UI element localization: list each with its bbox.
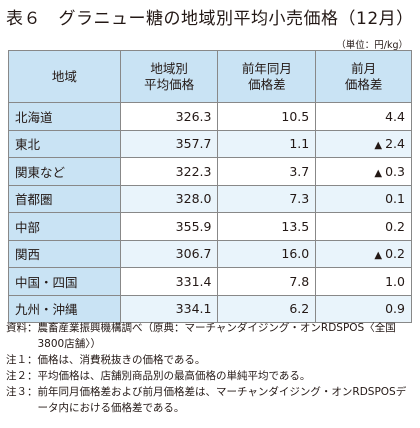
header-region-label: 地域 bbox=[51, 68, 77, 84]
header-mom-diff: 前月 価格差 bbox=[315, 50, 412, 103]
region-cell: 北海道 bbox=[8, 102, 121, 131]
mom-diff-cell: ▲ 0.2 bbox=[315, 239, 412, 268]
average-price-cell: 326.3 bbox=[119, 102, 219, 131]
note-2-text: 平均価格は、店舗別商品別の最高価格の単純平均である。 bbox=[37, 370, 311, 382]
table-row: 中部 355.9 13.5 0.2 bbox=[8, 212, 412, 241]
header-region: 地域 bbox=[8, 50, 121, 103]
yoy-diff-cell: 10.5 bbox=[217, 102, 317, 131]
negative-triangle-icon: ▲ bbox=[374, 250, 383, 262]
mom-diff-cell: 0.9 bbox=[315, 294, 412, 323]
note-2: 注２： 平均価格は、店舗別商品別の最高価格の単純平均である。 bbox=[6, 368, 416, 384]
mom-diff-cell: 1.0 bbox=[315, 267, 412, 296]
average-price-cell: 334.1 bbox=[119, 294, 219, 323]
mom-diff-value: 0.2 bbox=[385, 218, 405, 234]
table-row: 北海道 326.3 10.5 4.4 bbox=[8, 102, 412, 131]
region-cell: 関西 bbox=[8, 239, 121, 268]
mom-diff-cell: 0.2 bbox=[315, 212, 412, 241]
mom-diff-value: 0.1 bbox=[385, 191, 405, 207]
negative-triangle-icon: ▲ bbox=[374, 167, 383, 179]
average-price-cell: 355.9 bbox=[119, 212, 219, 241]
notes-section: 資料： 農畜産業振興機構調べ（原典：マーチャンダイジング・オンRDSPOS〈全国… bbox=[6, 320, 416, 416]
header-average-line2: 平均価格 bbox=[144, 76, 195, 92]
mom-diff-cell: ▲ 2.4 bbox=[315, 129, 412, 158]
region-cell: 中国・四国 bbox=[8, 267, 121, 296]
source-label: 資料： bbox=[6, 322, 38, 334]
mom-diff-value: 0.3 bbox=[385, 163, 405, 179]
source-note: 資料： 農畜産業振興機構調べ（原典：マーチャンダイジング・オンRDSPOS〈全国… bbox=[6, 320, 416, 352]
yoy-diff-cell: 7.8 bbox=[217, 267, 317, 296]
mom-diff-value: 0.9 bbox=[385, 301, 405, 317]
note-2-label: 注２： bbox=[6, 370, 38, 382]
header-mom-line1: 前月 bbox=[351, 60, 377, 76]
table-row: 九州・沖縄 334.1 6.2 0.9 bbox=[8, 294, 412, 323]
average-price-cell: 306.7 bbox=[119, 239, 219, 268]
region-cell: 首都圏 bbox=[8, 184, 121, 213]
region-cell: 東北 bbox=[8, 129, 121, 158]
mom-diff-cell: 4.4 bbox=[315, 102, 412, 131]
average-price-cell: 322.3 bbox=[119, 157, 219, 186]
header-yoy-line2: 価格差 bbox=[248, 76, 286, 92]
mom-diff-cell: ▲ 0.3 bbox=[315, 157, 412, 186]
mom-diff-value: 0.2 bbox=[385, 246, 405, 262]
header-mom-line2: 価格差 bbox=[344, 76, 383, 92]
yoy-diff-cell: 16.0 bbox=[217, 239, 317, 268]
header-yoy-diff: 前年同月 価格差 bbox=[217, 50, 317, 103]
negative-triangle-icon: ▲ bbox=[374, 140, 383, 152]
table-body: 北海道 326.3 10.5 4.4 東北 357.7 1.1 ▲ 2.4 関東など 322.3 3.… bbox=[8, 102, 412, 323]
unit-label: （単位：円/kg） bbox=[336, 40, 408, 51]
yoy-diff-cell: 13.5 bbox=[217, 212, 317, 241]
price-table: 地域 地域別 平均価格 前年同月 価格差 前月 価格差 北海道 326.3 10.5… bbox=[8, 50, 412, 323]
table-title: 表６ グラニュー糖の地域別平均小売価格（12月） bbox=[6, 9, 414, 29]
note-3-label: 注３： bbox=[6, 386, 38, 398]
table-header-row: 地域 地域別 平均価格 前年同月 価格差 前月 価格差 bbox=[8, 50, 412, 103]
note-1-label: 注１： bbox=[6, 354, 38, 366]
table-row: 関東など 322.3 3.7 ▲ 0.3 bbox=[8, 157, 412, 186]
region-cell: 九州・沖縄 bbox=[8, 294, 121, 323]
average-price-cell: 357.7 bbox=[119, 129, 219, 158]
mom-diff-value: 2.4 bbox=[385, 136, 405, 152]
mom-diff-cell: 0.1 bbox=[315, 184, 412, 213]
yoy-diff-cell: 6.2 bbox=[217, 294, 317, 323]
header-yoy-line1: 前年同月 bbox=[241, 60, 292, 76]
table-row: 関西 306.7 16.0 ▲ 0.2 bbox=[8, 239, 412, 268]
note-3-text: 前年同月価格差および前月価格差は、マーチャンダイジング・オンRDSPOSデータ内… bbox=[37, 386, 407, 414]
average-price-cell: 328.0 bbox=[119, 184, 219, 213]
source-text: 農畜産業振興機構調べ（原典：マーチャンダイジング・オンRDSPOS〈全国3800… bbox=[37, 322, 396, 350]
table-row: 中国・四国 331.4 7.8 1.0 bbox=[8, 267, 412, 296]
header-average-price: 地域別 平均価格 bbox=[119, 50, 219, 103]
yoy-diff-cell: 7.3 bbox=[217, 184, 317, 213]
yoy-diff-cell: 3.7 bbox=[217, 157, 317, 186]
average-price-cell: 331.4 bbox=[119, 267, 219, 296]
note-1-text: 価格は、消費税抜きの価格である。 bbox=[37, 354, 206, 366]
table-row: 首都圏 328.0 7.3 0.1 bbox=[8, 184, 412, 213]
mom-diff-value: 4.4 bbox=[385, 108, 405, 124]
table-row: 東北 357.7 1.1 ▲ 2.4 bbox=[8, 129, 412, 158]
note-3: 注３： 前年同月価格差および前月価格差は、マーチャンダイジング・オンRDSPOS… bbox=[6, 384, 416, 416]
region-cell: 中部 bbox=[8, 212, 121, 241]
mom-diff-value: 1.0 bbox=[385, 273, 405, 289]
region-cell: 関東など bbox=[8, 157, 121, 186]
yoy-diff-cell: 1.1 bbox=[217, 129, 317, 158]
note-1: 注１： 価格は、消費税抜きの価格である。 bbox=[6, 352, 416, 368]
header-average-line1: 地域別 bbox=[150, 60, 188, 76]
